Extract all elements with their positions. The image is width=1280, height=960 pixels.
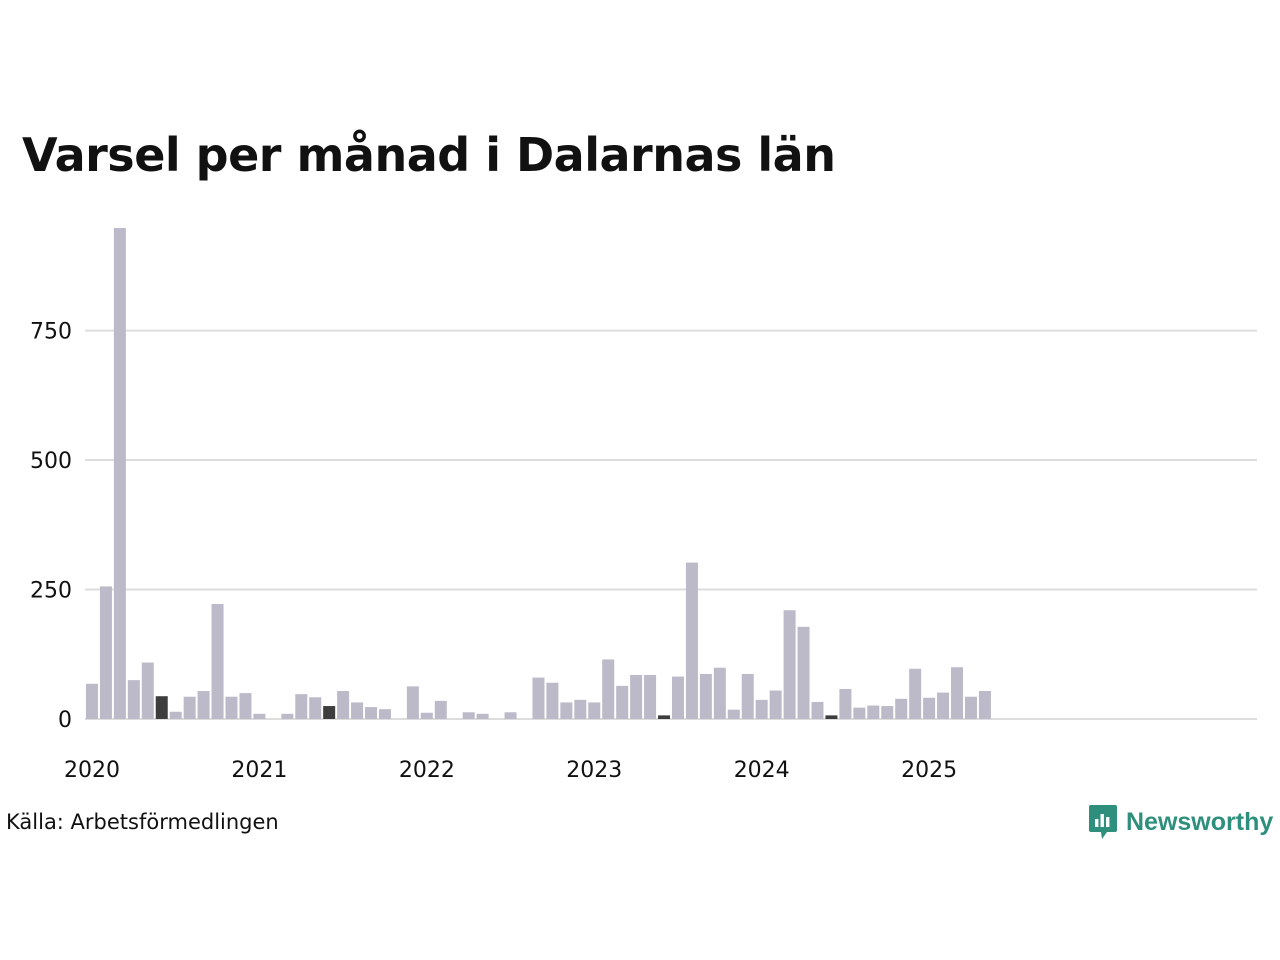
bar	[769, 690, 782, 719]
bar	[434, 700, 447, 719]
bar	[671, 676, 684, 719]
bar	[658, 715, 671, 719]
bar	[253, 713, 266, 719]
bar	[127, 680, 140, 719]
gridlines	[85, 329, 1257, 720]
bar	[476, 713, 489, 719]
x-tick-label: 2024	[734, 758, 790, 783]
y-tick-label: 250	[30, 579, 72, 604]
bar	[420, 712, 433, 719]
bar	[141, 662, 154, 719]
x-tick-label: 2022	[399, 758, 455, 783]
y-axis-ticks: 0 250 500 750	[30, 320, 72, 733]
bar	[211, 604, 224, 719]
bar	[225, 696, 238, 719]
bar	[99, 586, 112, 719]
bar	[811, 701, 824, 719]
y-tick-label: 750	[30, 320, 72, 345]
bar	[867, 705, 880, 719]
brand-name: Newsworthy	[1126, 807, 1274, 836]
brand-logo: Newsworthy	[1088, 804, 1273, 840]
bar	[797, 626, 810, 719]
bar	[169, 711, 182, 719]
bar	[574, 699, 587, 719]
bar	[281, 713, 294, 719]
bar	[937, 692, 950, 719]
bar	[197, 691, 210, 719]
bar	[825, 715, 838, 719]
bars	[85, 228, 991, 720]
bar	[323, 706, 336, 719]
bar	[616, 685, 629, 719]
bar	[378, 709, 391, 719]
bar	[951, 667, 964, 719]
bar	[741, 673, 754, 719]
bar	[630, 674, 643, 719]
bar	[685, 562, 698, 719]
bar	[155, 696, 168, 719]
y-tick-label: 500	[30, 449, 72, 474]
x-tick-label: 2020	[64, 758, 120, 783]
bar-chart: 0 250 500 750 2020 2021 2022 2023 2024 2025	[30, 228, 1257, 783]
x-tick-label: 2023	[566, 758, 622, 783]
bar	[504, 712, 517, 719]
bar	[783, 610, 796, 719]
bar	[644, 674, 657, 719]
bar	[560, 702, 573, 719]
bar	[85, 683, 98, 719]
bar	[923, 697, 936, 719]
bar	[755, 699, 768, 719]
bar	[239, 693, 252, 719]
bar	[839, 688, 852, 719]
bar	[588, 702, 601, 719]
bar	[351, 702, 364, 719]
chart-title: Varsel per månad i Dalarnas län	[22, 128, 836, 182]
bar	[727, 709, 740, 719]
bar	[365, 707, 378, 719]
x-tick-label: 2025	[901, 758, 957, 783]
newsworthy-logo-icon	[1089, 805, 1117, 839]
x-axis-ticks: 2020 2021 2022 2023 2024 2025	[64, 758, 957, 783]
bar	[532, 677, 545, 719]
bar	[183, 696, 196, 719]
x-tick-label: 2021	[231, 758, 287, 783]
bar	[978, 691, 991, 719]
bar	[113, 228, 126, 720]
bar	[602, 659, 615, 719]
bar	[406, 686, 419, 719]
bar	[462, 712, 475, 719]
bar	[881, 706, 894, 719]
bar	[295, 694, 308, 719]
bar	[699, 673, 712, 719]
bar	[309, 697, 322, 719]
source-note: Källa: Arbetsförmedlingen	[6, 810, 279, 834]
bar	[964, 696, 977, 719]
bar	[853, 707, 866, 719]
bar	[895, 698, 908, 719]
bar	[713, 667, 726, 719]
y-tick-label: 0	[58, 708, 72, 733]
bar	[337, 691, 350, 719]
bar	[546, 682, 559, 719]
bar	[909, 668, 922, 719]
